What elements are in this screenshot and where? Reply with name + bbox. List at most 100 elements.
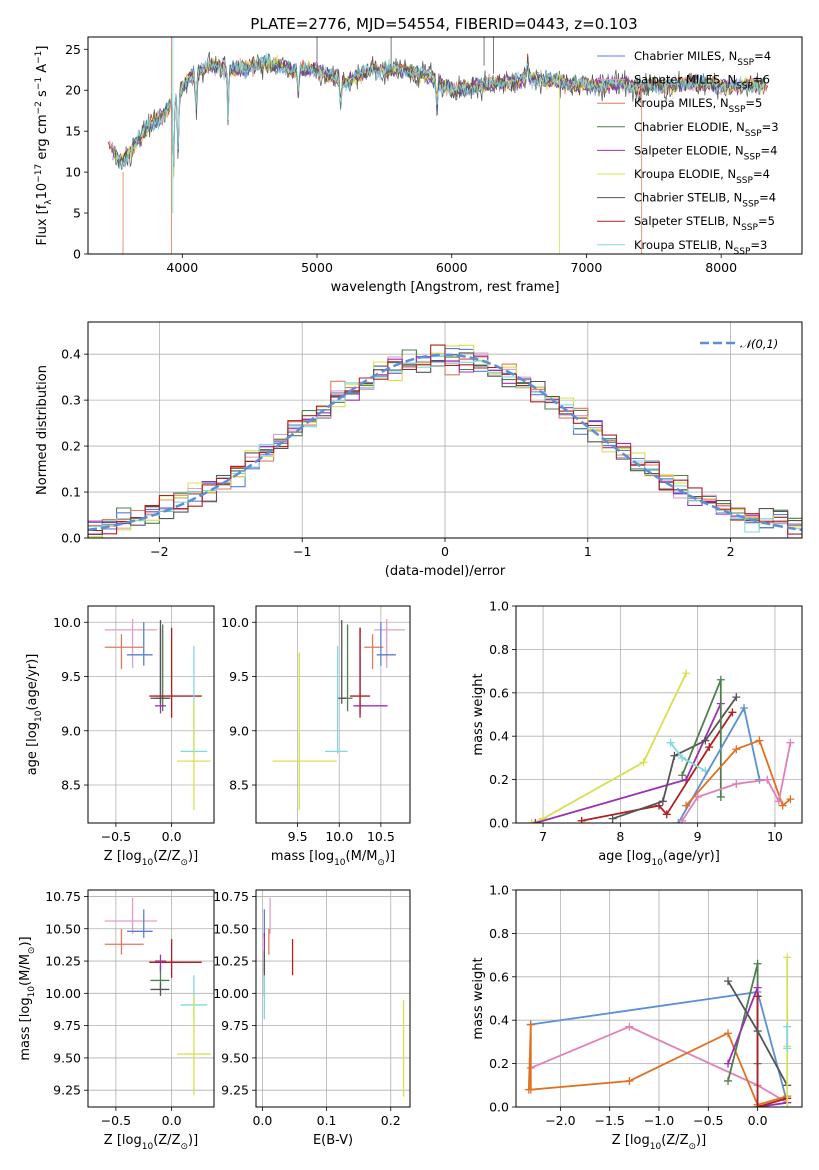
y-tick-label: 15 [65,124,81,139]
residual-legend: 𝒩(0,1) [700,337,778,351]
chart-age_vs_Z: −0.5 0.0 8.5 9.0 9.5 10.0 Z [log10(Z/Z⊙)] age [… [25,605,215,868]
errorbar-salpeter_miles [104,897,158,934]
y-tick-label: 0.6 [489,969,509,984]
y-tick-label: 9.25 [53,1083,81,1098]
series-marker [531,819,540,823]
y-tick-label: 0.1 [61,485,81,500]
chart-residuals: −2 −1 0 1 2 0.0 0.1 0.2 0.3 0.4 (data-model)/error… [35,321,803,579]
y-axis-label: Flux [fλ10−17 erg cm−2 s−1 A−1] [34,46,54,246]
series-marker [527,819,536,823]
x-tick-label: 9.5 [288,829,308,844]
x-axis-label: age [log10(age/yr)] [598,849,720,868]
x-tick-label: 0.0 [162,1113,182,1128]
series-marker [658,797,667,806]
y-tick-label: 1.0 [489,883,509,898]
series-marker [732,779,741,788]
series-marker [732,745,741,754]
y-tick-label: 0.3 [61,393,81,408]
errorbar-chabrier_miles [127,909,153,938]
y-axis-label: Normed distribution [35,365,50,495]
y-axis-label: mass [log10(M/M⊙)] [18,936,37,1060]
series-marker [608,814,617,823]
series-marker [753,983,762,992]
chart-mass_vs_ebv: 0.0 0.1 0.2 9.25 9.50 9.75 10.00 10.25 10.50 10.7… [213,889,411,1148]
x-tick-label: 7000 [571,260,603,275]
x-tick-label: 8000 [705,260,737,275]
series-line-normal [677,705,761,823]
series-marker [786,795,795,804]
series-marker [639,758,648,767]
series-line-pink [681,742,792,822]
x-tick-label: −2.0 [545,1113,575,1128]
errorbar-salpeter_stelib [149,939,202,978]
series-marker [716,675,725,684]
plot-area [263,897,405,1097]
x-tick-label: 0.1 [317,1113,337,1128]
x-tick-label: 6000 [436,260,468,275]
legend-label-chabrier_miles: Chabrier MILES, NSSP=4 [634,49,771,68]
x-tick-label: 1 [584,544,592,559]
series-marker [682,801,691,810]
y-tick-label: 0.6 [489,685,509,700]
y-tick-label: 0.2 [61,439,81,454]
y-tick-label: 9.50 [221,1050,249,1065]
series-marker [786,738,795,747]
plot-area [104,619,211,810]
plot-area [272,619,406,810]
series-marker [693,792,702,801]
chart-age_vs_mass: 9.5 10.0 10.5 8.5 9.0 9.5 10.0 mass [log10(M/M⊙… [221,605,411,868]
x-tick-label: 8 [616,829,624,844]
x-axis-label: mass [log10(M/M⊙)] [271,849,395,868]
errorbar-chabrier_miles [376,622,396,666]
series-marker [682,669,691,678]
series-marker [783,1044,792,1053]
series-marker [783,1022,792,1031]
errorbar-salpeter_stelib [149,627,202,718]
y-tick-label: 25 [65,42,81,57]
x-axis-label: Z [log10(Z/Z⊙)] [104,1133,198,1152]
y-tick-label: 0.8 [489,642,509,657]
x-tick-label: 10.5 [367,829,395,844]
y-tick-label: 8.5 [61,778,81,793]
legend-label-chabrier_stelib: Chabrier STELIB, NSSP=4 [634,191,776,210]
series-marker [763,775,772,784]
y-tick-label: 9.0 [61,723,81,738]
series-marker [724,1076,733,1085]
series-marker [732,693,741,702]
axes-frame [87,36,803,255]
spectrum-line-chabrier_stelib [114,51,764,168]
figure-title: PLATE=2776, MJD=54554, FIBERID=0443, z=0… [250,15,637,33]
normal-curve [88,353,802,532]
series-line-kroupa_elodie [531,672,687,823]
y-tick-label: 0.0 [61,531,81,546]
legend-label-kroupa_elodie: Kroupa ELODIE, NSSP=4 [634,167,770,186]
x-tick-label: −0.5 [101,829,131,844]
series-marker [724,977,733,986]
y-tick-label: 20 [65,83,81,98]
y-tick-label: 0.2 [489,1056,509,1071]
chart-mass_weight_vs_age: 7 8 9 10 0.0 0.2 0.4 0.6 0.8 1.0 age [log10(age/yr… [471,599,803,868]
legend-label-salpeter_stelib: Salpeter STELIB, NSSP=5 [634,214,775,233]
series-marker [705,743,714,752]
y-tick-label: 10 [65,165,81,180]
errorbar-kroupa_elodie [177,995,211,1096]
y-tick-label: 9.75 [53,1018,81,1033]
x-tick-label: 10 [767,829,783,844]
x-tick-label: −1 [293,544,311,559]
y-tick-label: 9.75 [221,1018,249,1033]
x-tick-label: −2 [150,544,168,559]
y-tick-label: 8.5 [229,778,249,793]
x-tick-label: 0.0 [252,1113,272,1128]
x-tick-label: −0.5 [101,1113,131,1128]
series-marker [783,953,792,962]
series-marker [728,708,737,717]
series-marker [778,801,787,810]
series-marker [526,1020,535,1029]
x-tick-label: 10.0 [325,829,353,844]
y-axis-label: age [log10(age/yr)] [25,654,44,776]
y-tick-label: 10.25 [213,954,249,969]
y-tick-label: 10.50 [45,921,81,936]
errorbar-kroupa_miles [104,928,144,955]
y-axis-label: mass weight [471,957,486,1039]
x-tick-label: 5000 [301,260,333,275]
